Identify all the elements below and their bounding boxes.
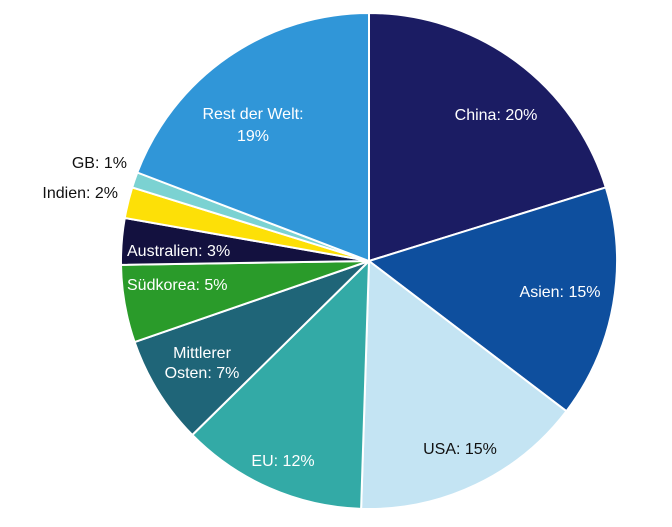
- slice-china: [368, 12, 607, 262]
- slice-usa: [360, 260, 568, 510]
- label-mittlerer-osten-line1: Mittlerer: [173, 345, 231, 362]
- label-eu: EU: 12%: [251, 453, 314, 470]
- slice-eu: [191, 260, 370, 510]
- label-australien: Australien: 3%: [127, 243, 230, 260]
- label-rest-line2: 19%: [237, 128, 269, 145]
- label-rest-line1: Rest der Welt:: [202, 106, 303, 123]
- label-mittlerer-osten-line2: Osten: 7%: [165, 365, 240, 382]
- label-asien: Asien: 15%: [520, 284, 601, 301]
- label-suedkorea: Südkorea: 5%: [127, 277, 228, 294]
- label-indien: Indien: 2%: [42, 185, 118, 202]
- slice-mittlerer-osten: [133, 260, 370, 436]
- slice-rest-der-welt: [136, 12, 370, 262]
- slice-asien: [368, 186, 618, 413]
- label-china: China: 20%: [455, 107, 538, 124]
- label-gb: GB: 1%: [72, 155, 127, 172]
- label-usa: USA: 15%: [423, 441, 497, 458]
